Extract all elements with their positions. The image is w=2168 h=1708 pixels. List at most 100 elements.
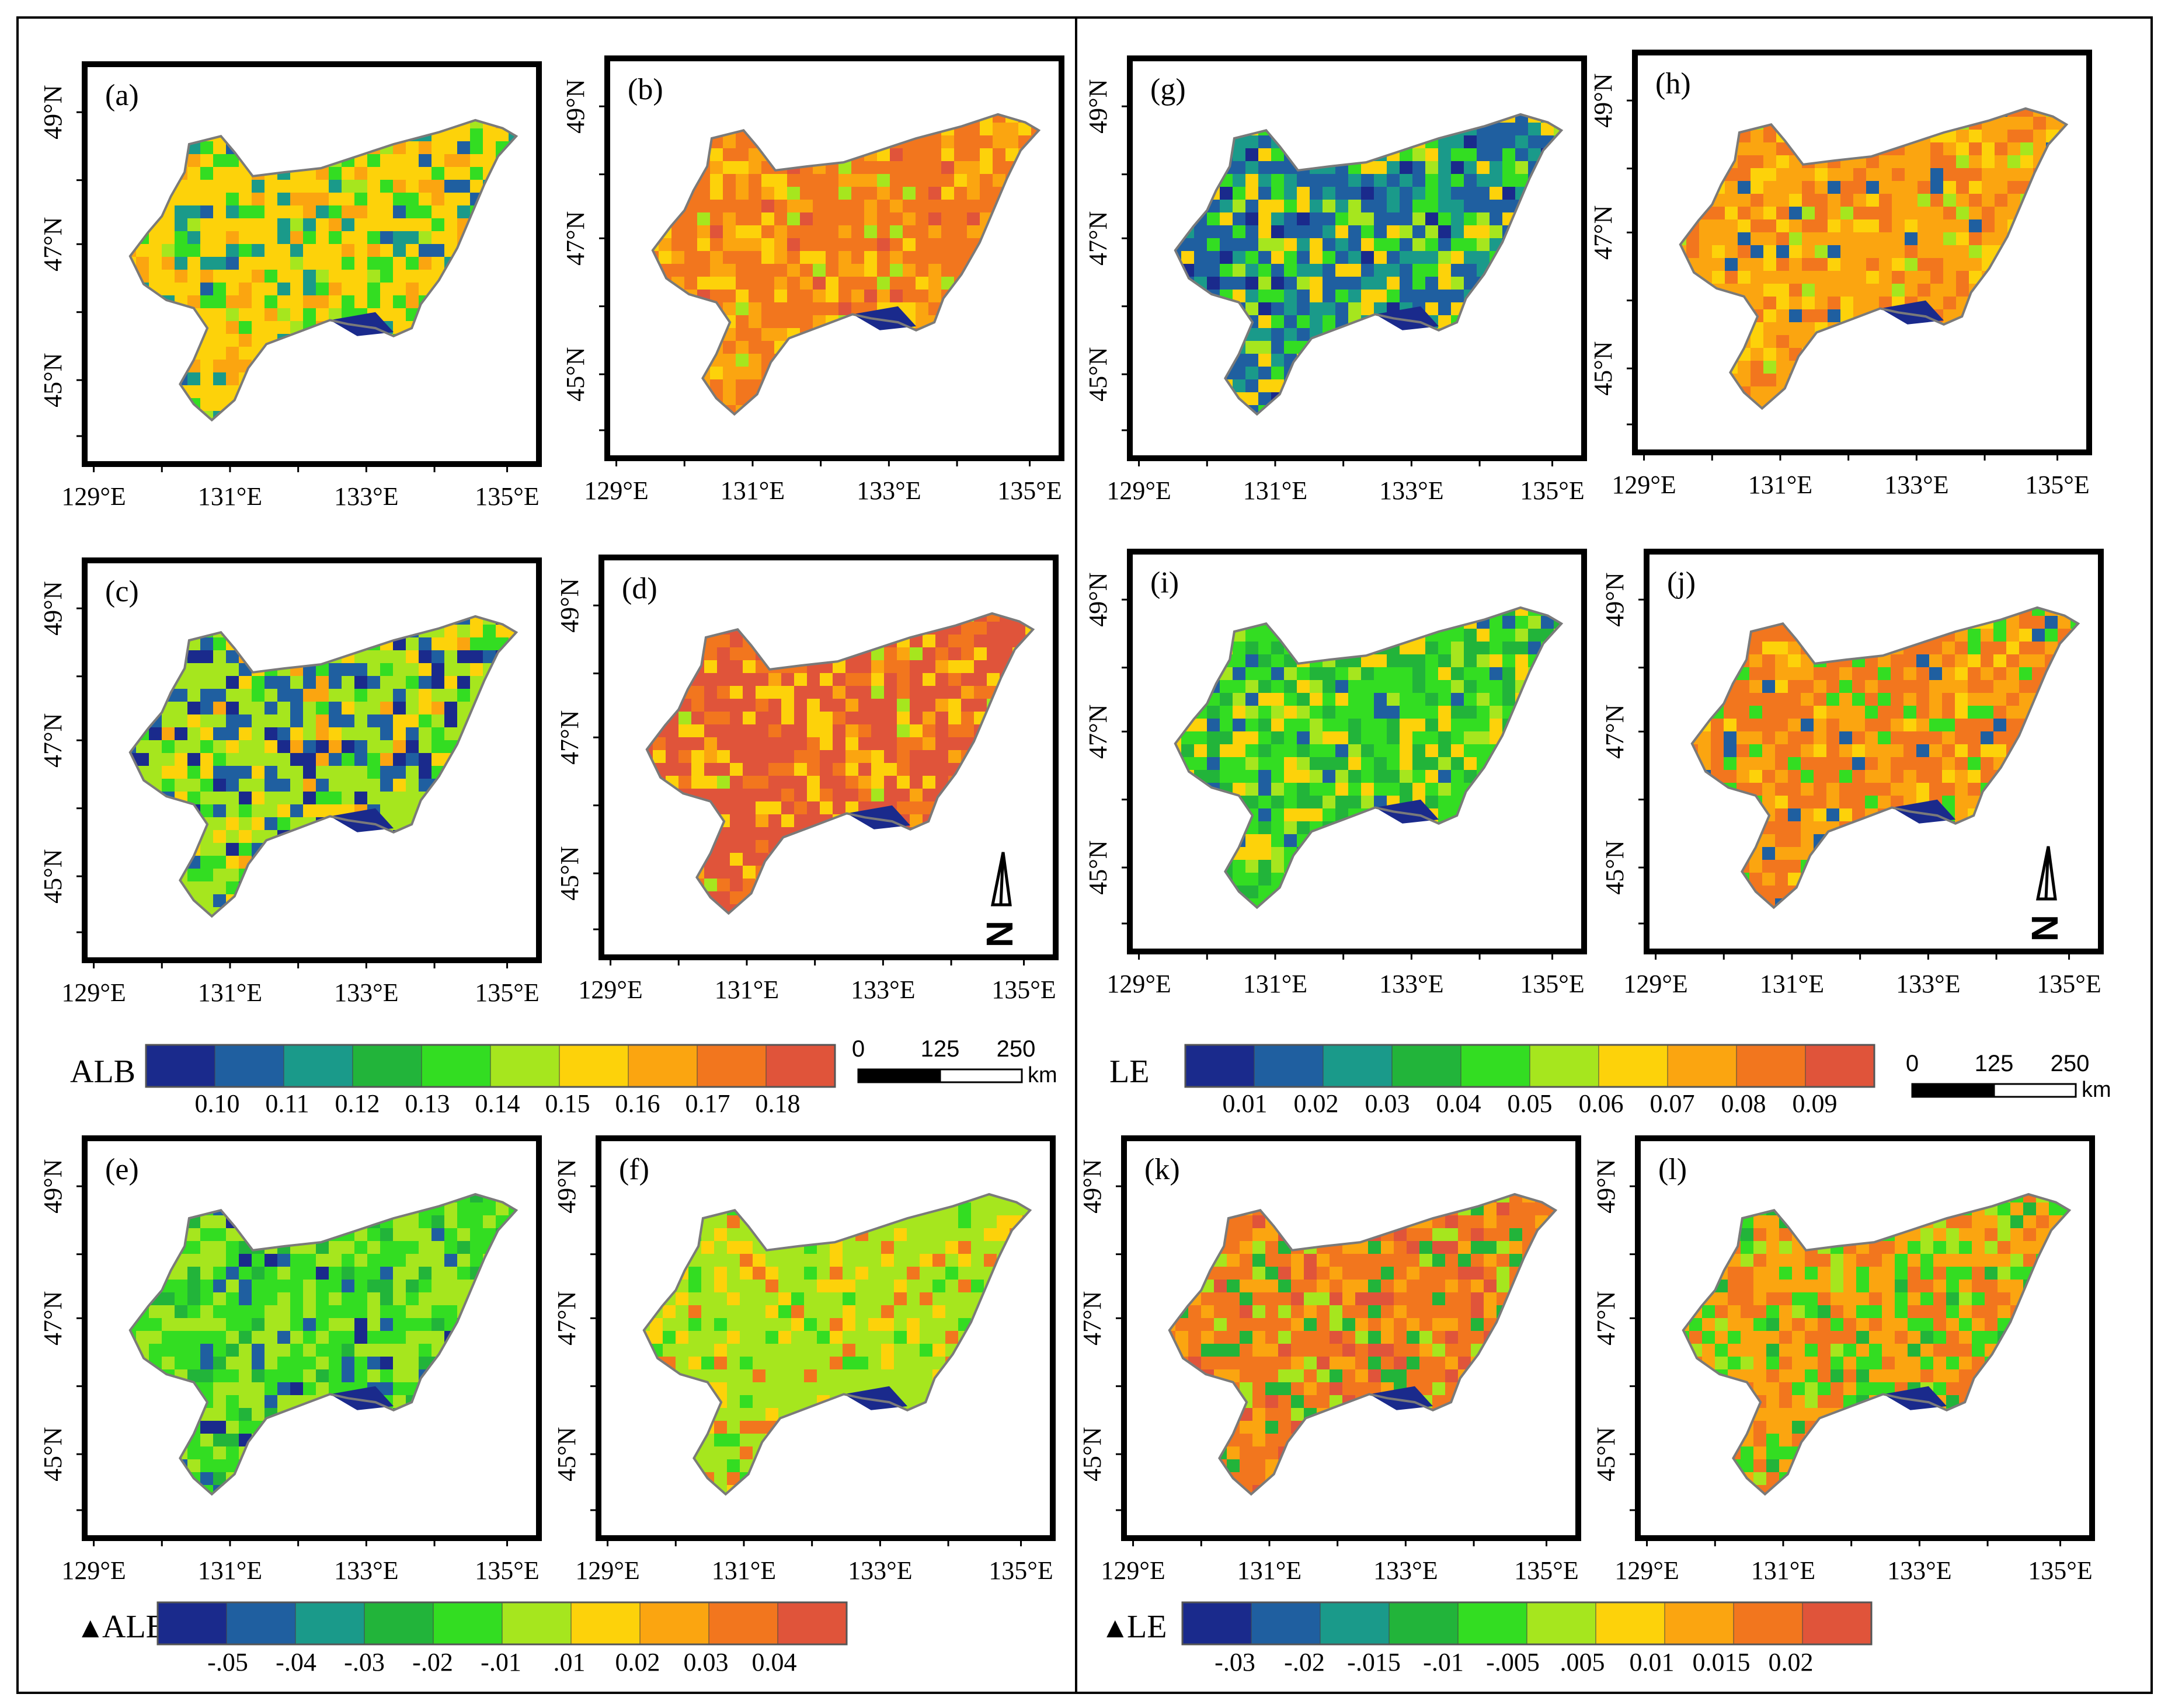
- lat-label: 47°N: [1084, 705, 1112, 759]
- lon-label: 135°E: [2028, 1556, 2092, 1585]
- legend-tick: -.01: [1423, 1648, 1464, 1676]
- scale-bar-black: [1912, 1084, 1994, 1097]
- lon-label: 135°E: [989, 1556, 1053, 1585]
- lon-label: 129°E: [1612, 470, 1676, 499]
- lon-label: 135°E: [997, 476, 1062, 505]
- legend-swatch: [1457, 1602, 1527, 1645]
- lat-label: 45°N: [39, 353, 67, 407]
- legend-swatch: [1320, 1602, 1390, 1645]
- legend-tick: 0.01: [1630, 1648, 1675, 1676]
- legend-swatch: [559, 1044, 629, 1087]
- scale-tick: 0: [852, 1036, 865, 1062]
- lon-label: 131°E: [1243, 476, 1307, 505]
- lat-label: 45°N: [561, 347, 590, 401]
- legend-tick: 0.10: [195, 1089, 240, 1118]
- legend-tick: 0.04: [752, 1648, 797, 1676]
- lon-label: 131°E: [1237, 1556, 1302, 1585]
- panel-label-b: (b): [628, 73, 663, 106]
- lat-label: 49°N: [1589, 74, 1617, 128]
- legend-tick: 0.03: [1365, 1089, 1410, 1118]
- panel-label-l: (l): [1658, 1153, 1687, 1186]
- legend-tick: 0.13: [405, 1089, 450, 1118]
- legend-tick: -.05: [207, 1648, 248, 1676]
- legend-tick: 0.04: [1436, 1089, 1481, 1118]
- panel-label-e: (e): [105, 1153, 139, 1186]
- lon-label: 131°E: [721, 476, 785, 505]
- legend-tick: -.03: [344, 1648, 385, 1676]
- legend-swatch: [145, 1044, 215, 1087]
- lon-label: 131°E: [198, 1556, 262, 1585]
- region-boundary-h: [1679, 107, 2069, 410]
- lat-label: 47°N: [1084, 211, 1112, 266]
- legend-tick: -.015: [1347, 1648, 1401, 1676]
- scale-bar-black: [858, 1069, 940, 1082]
- panel-label-i: (i): [1150, 566, 1179, 599]
- lon-label: 131°E: [1243, 970, 1307, 998]
- legend-swatch: [708, 1602, 778, 1645]
- lon-label: 131°E: [198, 978, 262, 1007]
- lat-label: 45°N: [1589, 341, 1617, 395]
- map-panel-h: (h) 49°N 47°N 45°N 129°E 131°E 133°E 135°E: [1589, 50, 2092, 499]
- legend-swatch: [1598, 1044, 1668, 1087]
- legend-swatch: [283, 1044, 353, 1087]
- legend-tick: 0.08: [1721, 1089, 1766, 1118]
- lon-label: 131°E: [1748, 470, 1812, 499]
- lat-label: 45°N: [1084, 347, 1112, 401]
- legend-swatch: [214, 1044, 284, 1087]
- lon-label: 135°E: [1520, 970, 1584, 998]
- legend-swatch: [1254, 1044, 1324, 1087]
- lat-label: 45°N: [1600, 840, 1629, 894]
- lon-label: 133°E: [1887, 1556, 1951, 1585]
- legend-swatch: [295, 1602, 365, 1645]
- legend-swatch: [1664, 1602, 1734, 1645]
- map-panel-d: (d) 49°N 47°N 45°N 129°E 131°E 133°E 135°E: [555, 555, 1059, 1004]
- legend-swatch: [1389, 1602, 1459, 1645]
- region-boundary-k: [1168, 1193, 1558, 1496]
- north-arrow-right: N: [2024, 846, 2066, 942]
- panels-layer: (a) 49°N 47°N 45°N 129°E 131°E 133°E 135°E (b) 49…: [39, 50, 2104, 1585]
- lat-label: 45°N: [1078, 1427, 1106, 1481]
- region-boundary-g: [1174, 113, 1564, 416]
- legend-symbol: ▲: [1101, 1611, 1130, 1644]
- lat-label: 45°N: [39, 1427, 67, 1481]
- scale-tick: 250: [997, 1036, 1036, 1062]
- lat-label: 49°N: [561, 79, 590, 134]
- legend-swatch: [639, 1602, 709, 1645]
- scale-tick: 125: [921, 1036, 960, 1062]
- map-panel-k: (k) 49°N 47°N 45°N 129°E 131°E 133°E 135°E: [1078, 1135, 1581, 1585]
- lon-label: 129°E: [61, 482, 126, 511]
- map-panel-g: (g) 49°N 47°N 45°N 129°E 131°E 133°E 135°E: [1084, 55, 1587, 505]
- lon-label: 135°E: [991, 975, 1056, 1004]
- legend-title: LE: [1109, 1054, 1149, 1090]
- lat-label: 45°N: [552, 1427, 581, 1481]
- lon-label: 135°E: [1514, 1556, 1578, 1585]
- legend-swatch: [226, 1602, 296, 1645]
- legend-tick: .01: [554, 1648, 586, 1676]
- scale-bar-white: [1993, 1083, 2077, 1098]
- lon-label: 131°E: [715, 975, 779, 1004]
- region-boundary-c: [128, 615, 518, 918]
- legend-tick: 0.02: [615, 1648, 660, 1676]
- lon-label: 135°E: [475, 482, 539, 511]
- legend-tick: 0.07: [1650, 1089, 1695, 1118]
- legend-swatch: [157, 1602, 227, 1645]
- region-boundary-b: [651, 113, 1041, 416]
- north-letter: N: [979, 921, 1021, 947]
- panel-label-a: (a): [105, 79, 139, 112]
- lat-label: 47°N: [39, 217, 67, 271]
- lon-label: 133°E: [334, 482, 398, 511]
- lon-label: 129°E: [575, 1556, 639, 1585]
- legend-swatch: [490, 1044, 560, 1087]
- legend-tick: 0.15: [545, 1089, 590, 1118]
- lon-label: 133°E: [851, 975, 915, 1004]
- legend-tick: 0.05: [1508, 1089, 1553, 1118]
- lon-label: 135°E: [2037, 970, 2101, 998]
- lat-label: 49°N: [39, 1159, 67, 1214]
- lon-label: 129°E: [584, 476, 648, 505]
- lat-label: 49°N: [39, 85, 67, 140]
- lon-label: 133°E: [1896, 970, 1960, 998]
- legend-tick: -.01: [481, 1648, 521, 1676]
- lon-label: 133°E: [334, 1556, 398, 1585]
